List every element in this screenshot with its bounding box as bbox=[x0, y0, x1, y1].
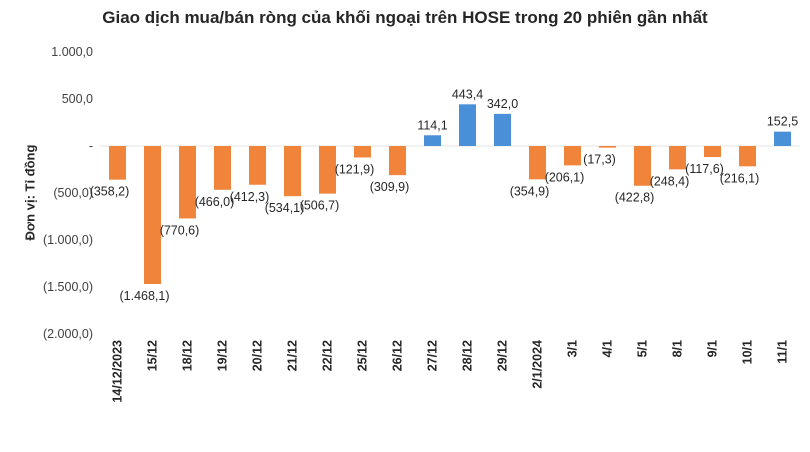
y-tick-label: (1.000,0) bbox=[43, 233, 93, 247]
data-label: 443,4 bbox=[452, 87, 483, 101]
x-tick-label: 20/12 bbox=[251, 340, 265, 371]
data-labels: (358,2) (1.468,1) (770,6) (466,0)(412,3)(53… bbox=[90, 87, 798, 303]
x-tick-label: 22/12 bbox=[321, 340, 335, 371]
data-label: (358,2) bbox=[90, 185, 130, 199]
y-tick-label: (2.000,0) bbox=[43, 327, 93, 341]
bar bbox=[459, 104, 476, 146]
bar bbox=[109, 146, 126, 180]
data-label: 152,5 bbox=[767, 115, 798, 129]
chart-title: Giao dịch mua/bán ròng của khối ngoại tr… bbox=[102, 8, 708, 27]
x-tick-label: 29/12 bbox=[496, 340, 510, 371]
x-tick-label: 5/1 bbox=[636, 340, 650, 357]
x-axis-ticks: 14/12/2023 15/12 18/12 19/12 20/12 21/12 22/12… bbox=[111, 340, 790, 403]
y-tick-label: 1.000,0 bbox=[51, 45, 93, 59]
x-tick-label: 28/12 bbox=[461, 340, 475, 371]
data-label: (422,8) bbox=[615, 191, 655, 205]
bar bbox=[494, 113, 511, 146]
bar bbox=[774, 131, 791, 146]
data-label: (17,3) bbox=[583, 153, 616, 167]
data-label: (248,4) bbox=[650, 174, 690, 188]
x-tick-label: 9/1 bbox=[706, 340, 720, 357]
bar bbox=[634, 146, 651, 186]
bar bbox=[284, 146, 301, 197]
x-tick-label: 27/12 bbox=[426, 340, 440, 371]
x-tick-label: 3/1 bbox=[566, 340, 580, 357]
data-label: (117,6) bbox=[685, 162, 724, 176]
x-tick-label: 18/12 bbox=[181, 340, 195, 371]
bar bbox=[389, 146, 406, 176]
data-label: (770,6) bbox=[160, 223, 200, 237]
x-tick-label: 11/1 bbox=[776, 340, 790, 364]
x-tick-label: 15/12 bbox=[146, 340, 160, 371]
x-tick-label: 2/1/2024 bbox=[531, 340, 545, 389]
data-label: 342,0 bbox=[487, 97, 518, 111]
x-tick-label: 4/1 bbox=[601, 340, 615, 357]
y-axis-ticks: 1.000,0 500,0 - (500,0) (1.000,0) (1.500,0) (2… bbox=[43, 45, 93, 341]
bar bbox=[424, 135, 441, 146]
x-tick-label: 21/12 bbox=[286, 340, 300, 371]
x-tick-label: 8/1 bbox=[671, 340, 685, 357]
data-label: (354,9) bbox=[510, 184, 550, 198]
bar bbox=[704, 146, 721, 158]
bars bbox=[109, 104, 791, 285]
data-label: 114,1 bbox=[417, 118, 447, 132]
bar bbox=[354, 146, 371, 158]
bar bbox=[739, 146, 756, 167]
y-tick-label: - bbox=[89, 139, 93, 153]
bar bbox=[144, 146, 161, 285]
x-tick-label: 10/1 bbox=[741, 340, 755, 364]
data-label: (412,3) bbox=[230, 190, 270, 204]
data-label: (206,1) bbox=[545, 170, 585, 184]
bar bbox=[319, 146, 336, 194]
bar bbox=[179, 146, 196, 219]
x-tick-label: 19/12 bbox=[216, 340, 230, 371]
y-tick-label: (500,0) bbox=[53, 186, 93, 200]
y-tick-label: 500,0 bbox=[62, 92, 93, 106]
y-tick-label: (1.500,0) bbox=[43, 280, 93, 294]
data-label: (466,0) bbox=[195, 195, 235, 209]
x-tick-label: 25/12 bbox=[356, 340, 370, 371]
bar bbox=[529, 146, 546, 180]
x-tick-label: 14/12/2023 bbox=[111, 340, 125, 403]
data-label: (506,7) bbox=[300, 199, 340, 213]
bar bbox=[599, 146, 616, 148]
data-label: (1.468,1) bbox=[119, 289, 169, 303]
bar bbox=[214, 146, 231, 190]
data-label: (216,1) bbox=[720, 171, 760, 185]
data-label: (121,9) bbox=[335, 162, 375, 176]
bar bbox=[564, 146, 581, 166]
bar bbox=[669, 146, 686, 170]
x-tick-label: 26/12 bbox=[391, 340, 405, 371]
data-label: (534,1) bbox=[265, 201, 305, 215]
bar bbox=[249, 146, 266, 185]
data-label: (309,9) bbox=[370, 180, 410, 194]
